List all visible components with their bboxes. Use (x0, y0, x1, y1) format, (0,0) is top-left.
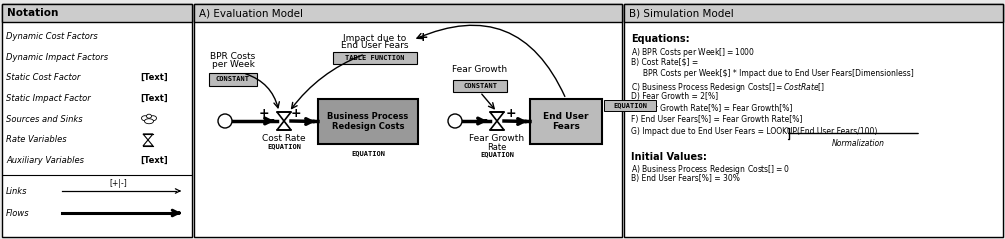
Text: Links: Links (6, 186, 27, 196)
Text: CONSTANT: CONSTANT (463, 83, 497, 89)
Text: A) BPR Costs per Week[$] = 1000$: A) BPR Costs per Week[$] = 1000$ (631, 46, 755, 59)
Bar (140, 52, 153, 62)
Text: Fears: Fears (552, 122, 580, 131)
Ellipse shape (145, 119, 154, 124)
Text: A) Evaluation Model: A) Evaluation Model (199, 8, 303, 18)
Polygon shape (490, 121, 504, 130)
Text: Auxiliary Variables: Auxiliary Variables (6, 156, 84, 165)
Polygon shape (277, 112, 291, 121)
Bar (453, 80, 507, 92)
Polygon shape (277, 121, 291, 130)
Text: Normalization: Normalization (832, 140, 885, 148)
Text: Dynamic Impact Factors: Dynamic Impact Factors (6, 53, 109, 62)
Bar (624, 4, 1003, 237)
Text: Notation: Notation (7, 8, 58, 18)
Text: B) End User Fears[%] = 30%: B) End User Fears[%] = 30% (631, 174, 740, 184)
Polygon shape (143, 134, 153, 140)
Text: Flows: Flows (6, 208, 29, 217)
Text: G) Impact due to End User Fears = LOOKUP(End User Fears/100): G) Impact due to End User Fears = LOOKUP… (631, 126, 877, 136)
Text: EQUATION: EQUATION (613, 103, 647, 109)
Text: +: + (418, 31, 428, 43)
Text: Rate: Rate (487, 143, 507, 152)
Bar (194, 4, 622, 237)
Polygon shape (143, 140, 153, 146)
Text: Cost Rate: Cost Rate (262, 134, 306, 143)
Polygon shape (490, 112, 504, 121)
Text: Static Cost Factor: Static Cost Factor (6, 73, 80, 82)
Text: Fear Growth: Fear Growth (469, 134, 525, 143)
Ellipse shape (150, 116, 157, 121)
Text: Impact due to: Impact due to (344, 34, 407, 43)
Text: E) Fear Growth Rate[%] = Fear Growth[%]: E) Fear Growth Rate[%] = Fear Growth[%] (631, 103, 792, 113)
Text: End User: End User (544, 112, 589, 121)
Bar (604, 100, 656, 111)
Text: B) Cost Rate[$] =: B) Cost Rate[$] = (631, 58, 698, 66)
Ellipse shape (147, 114, 152, 118)
Text: [Text]: [Text] (140, 73, 168, 82)
Text: Static Impact Factor: Static Impact Factor (6, 94, 90, 103)
Text: Sources and Sinks: Sources and Sinks (6, 115, 82, 124)
Text: per Week: per Week (212, 60, 254, 69)
Text: [Text]: [Text] (140, 94, 168, 103)
Text: [+|-]: [+|-] (110, 179, 127, 188)
Bar (140, 31, 153, 41)
Text: C) Business Process Redesign Costs[$] = Cost Rate[$]: C) Business Process Redesign Costs[$] = … (631, 81, 825, 93)
Text: A) Business Process Redesign Costs[$] = 0$: A) Business Process Redesign Costs[$] = … (631, 163, 790, 176)
Text: BPR Costs: BPR Costs (210, 52, 255, 61)
Text: CONSTANT: CONSTANT (216, 76, 250, 82)
Text: Fear Growth: Fear Growth (452, 65, 508, 74)
Text: +: + (258, 107, 269, 120)
Text: Dynamic Cost Factors: Dynamic Cost Factors (6, 32, 97, 41)
Text: EQUATION: EQUATION (267, 143, 302, 149)
Text: Business Process: Business Process (328, 112, 409, 121)
Bar (318, 99, 418, 144)
Text: Redesign Costs: Redesign Costs (332, 122, 404, 131)
Ellipse shape (142, 116, 149, 121)
Text: B) Simulation Model: B) Simulation Model (629, 8, 734, 18)
Text: BPR Costs per Week[$] * Impact due to End User Fears[Dimensionless]: BPR Costs per Week[$] * Impact due to En… (631, 69, 914, 78)
Bar (194, 4, 622, 22)
Text: Rate Variables: Rate Variables (6, 136, 66, 144)
Text: +: + (290, 107, 302, 120)
Bar (2, 4, 192, 22)
Text: Initial Values:: Initial Values: (631, 152, 707, 163)
Circle shape (218, 114, 232, 128)
Text: EQUATION: EQUATION (351, 150, 385, 156)
Bar (333, 52, 417, 64)
Text: [Text]: [Text] (140, 156, 168, 165)
Text: EQUATION: EQUATION (480, 151, 514, 157)
Text: End User Fears: End User Fears (342, 41, 409, 50)
Circle shape (448, 114, 462, 128)
Text: +: + (506, 107, 517, 120)
Bar (2, 4, 192, 237)
Bar (209, 73, 257, 86)
Text: F) End User Fears[%] = Fear Growth Rate[%]: F) End User Fears[%] = Fear Growth Rate[… (631, 115, 802, 124)
Text: D) Fear Growth = 2[%]: D) Fear Growth = 2[%] (631, 92, 719, 101)
Text: TABLE FUNCTION: TABLE FUNCTION (346, 55, 405, 61)
Bar (624, 4, 1003, 22)
Bar (530, 99, 602, 144)
Text: Equations:: Equations: (631, 34, 689, 44)
